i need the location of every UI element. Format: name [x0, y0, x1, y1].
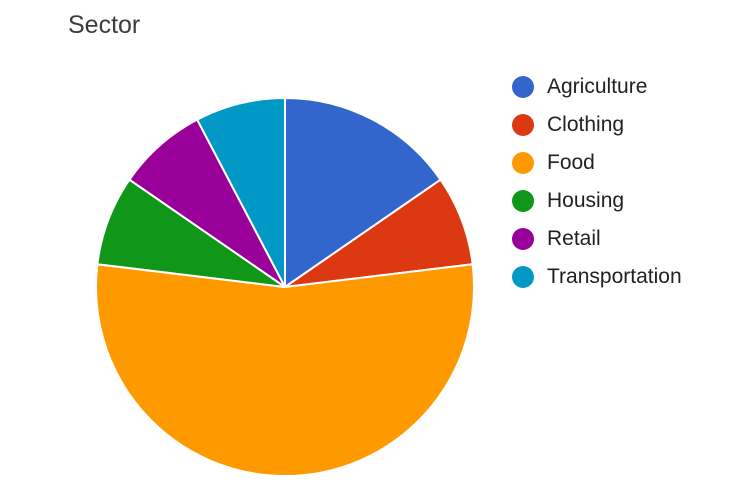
legend-swatch-retail	[512, 228, 534, 250]
pie-slice-food	[95, 263, 475, 478]
legend-item-agriculture: Agriculture	[512, 68, 682, 106]
legend: Agriculture Clothing Food Housing Retail Tran…	[512, 68, 682, 296]
legend-item-food: Food	[512, 144, 682, 182]
legend-swatch-food	[512, 152, 534, 174]
legend-label: Food	[547, 151, 595, 174]
legend-swatch-transportation	[512, 266, 534, 288]
legend-item-retail: Retail	[512, 220, 682, 258]
pie-slice-agriculture	[284, 97, 442, 288]
legend-swatch-agriculture	[512, 76, 534, 98]
legend-label: Clothing	[547, 113, 625, 136]
legend-swatch-housing	[512, 190, 534, 212]
legend-label: Retail	[547, 227, 601, 250]
legend-label: Housing	[547, 189, 625, 212]
pie-slices	[95, 97, 475, 478]
legend-swatch-clothing	[512, 114, 534, 136]
legend-item-clothing: Clothing	[512, 106, 682, 144]
legend-item-transportation: Transportation	[512, 258, 682, 296]
chart-title: Sector	[68, 11, 141, 39]
legend-label: Agriculture	[547, 75, 648, 98]
legend-label: Transportation	[547, 265, 682, 288]
legend-item-housing: Housing	[512, 182, 682, 220]
pie-slice-transportation	[196, 97, 286, 288]
